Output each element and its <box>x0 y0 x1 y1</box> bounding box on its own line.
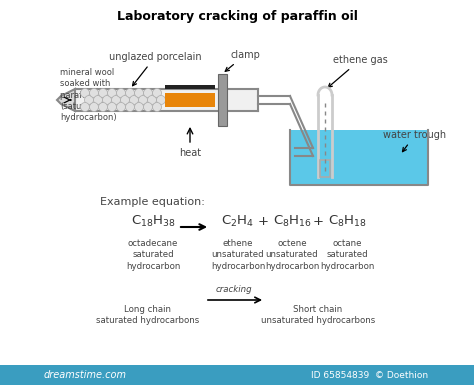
Bar <box>218 74 227 126</box>
Circle shape <box>144 102 153 112</box>
Text: +: + <box>257 215 268 228</box>
Bar <box>165 93 215 107</box>
Circle shape <box>153 102 162 112</box>
Circle shape <box>126 102 135 112</box>
Text: dreamstime.com: dreamstime.com <box>44 370 127 380</box>
Text: Short chain
unsaturated hydrocarbons: Short chain unsaturated hydrocarbons <box>261 305 375 325</box>
Bar <box>290 130 428 185</box>
Circle shape <box>138 95 147 104</box>
Circle shape <box>99 89 108 97</box>
Polygon shape <box>57 89 75 111</box>
Text: mineral wool
soaked with
paraffin oil
(saturated
hydrocarbon): mineral wool soaked with paraffin oil (s… <box>60 68 117 122</box>
Text: $\mathregular{C_{8}H_{18}}$: $\mathregular{C_{8}H_{18}}$ <box>328 214 366 229</box>
Circle shape <box>102 95 111 104</box>
Circle shape <box>84 95 93 104</box>
Bar <box>165 85 215 89</box>
Bar <box>320 160 330 177</box>
Text: $\mathregular{C_{2}H_{4}}$: $\mathregular{C_{2}H_{4}}$ <box>221 214 255 229</box>
Circle shape <box>156 95 165 104</box>
Circle shape <box>108 89 117 97</box>
Text: $\mathregular{C_{8}H_{16}}$: $\mathregular{C_{8}H_{16}}$ <box>273 214 311 229</box>
Text: octane
saturated
hydrocarbon: octane saturated hydrocarbon <box>320 239 374 271</box>
Text: Long chain
saturated hydrocarbons: Long chain saturated hydrocarbons <box>96 305 200 325</box>
Circle shape <box>99 102 108 112</box>
Circle shape <box>108 102 117 112</box>
Circle shape <box>126 89 135 97</box>
Text: water trough: water trough <box>383 130 447 152</box>
Text: heat: heat <box>179 148 201 158</box>
Circle shape <box>90 89 99 97</box>
Circle shape <box>117 102 126 112</box>
Circle shape <box>117 89 126 97</box>
Circle shape <box>135 89 144 97</box>
Circle shape <box>120 95 129 104</box>
Circle shape <box>81 102 90 112</box>
Bar <box>165 103 215 107</box>
Bar <box>75 89 258 111</box>
Text: octadecane
saturated
hydrocarbon: octadecane saturated hydrocarbon <box>126 239 180 271</box>
Circle shape <box>129 95 138 104</box>
Text: +: + <box>312 215 323 228</box>
Circle shape <box>135 102 144 112</box>
Text: Example equation:: Example equation: <box>100 197 205 207</box>
Circle shape <box>90 102 99 112</box>
Circle shape <box>111 95 120 104</box>
Circle shape <box>147 95 156 104</box>
Text: Laboratory cracking of paraffin oil: Laboratory cracking of paraffin oil <box>117 10 357 23</box>
Circle shape <box>153 89 162 97</box>
Text: ethene gas: ethene gas <box>328 55 387 87</box>
Circle shape <box>81 89 90 97</box>
Text: cracking: cracking <box>216 285 252 294</box>
Text: unglazed porcelain: unglazed porcelain <box>109 52 201 86</box>
Text: clamp: clamp <box>225 50 260 71</box>
Circle shape <box>144 89 153 97</box>
Bar <box>0 365 474 385</box>
Text: $\mathregular{C_{18}H_{38}}$: $\mathregular{C_{18}H_{38}}$ <box>131 214 175 229</box>
Text: ethene
unsaturated
hydrocarbon: ethene unsaturated hydrocarbon <box>211 239 265 271</box>
Text: ID 65854839  © Doethion: ID 65854839 © Doethion <box>311 370 428 380</box>
Text: octene
unsaturated
hydrocarbon: octene unsaturated hydrocarbon <box>265 239 319 271</box>
Circle shape <box>93 95 102 104</box>
